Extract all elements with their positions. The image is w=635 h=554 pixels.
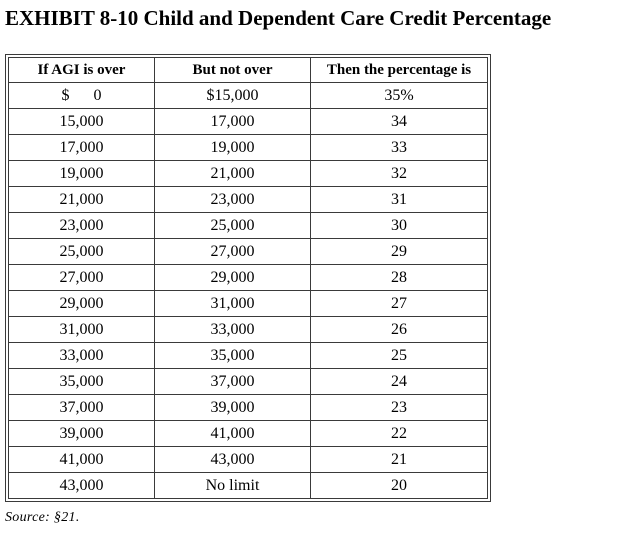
table-cell: 34 — [310, 108, 488, 136]
table-cell: 37,000 — [8, 394, 155, 422]
table-cell: 43,000 — [154, 446, 311, 474]
credit-percentage-table: If AGI is over But not over Then the perce… — [8, 57, 488, 500]
table-row: 29,000 31,000 27 — [8, 290, 488, 318]
table-cell: 33,000 — [154, 316, 311, 344]
table-cell: $ 0 — [8, 82, 155, 110]
table-cell: 43,000 — [8, 472, 155, 500]
table-row: 25,000 27,000 29 — [8, 238, 488, 266]
table-row: 33,000 35,000 25 — [8, 342, 488, 370]
table-cell: 17,000 — [154, 108, 311, 136]
table-cell: 31,000 — [154, 290, 311, 318]
table-cell: 41,000 — [154, 420, 311, 448]
header-row: If AGI is over But not over Then the perce… — [8, 57, 488, 84]
table-cell: 15,000 — [8, 108, 155, 136]
table-cell: 35,000 — [8, 368, 155, 396]
column-header: Then the percentage is — [310, 57, 488, 84]
exhibit-title: EXHIBIT 8-10 Child and Dependent Care Cr… — [5, 6, 552, 30]
table-cell: 17,000 — [8, 134, 155, 162]
table-cell: 33,000 — [8, 342, 155, 370]
column-header: But not over — [154, 57, 311, 84]
table-cell: 24 — [310, 368, 488, 396]
table-row: 19,000 21,000 32 — [8, 160, 488, 188]
table-cell: 31,000 — [8, 316, 155, 344]
table-cell: 30 — [310, 212, 488, 240]
table-cell: 22 — [310, 420, 488, 448]
table-cell: 23 — [310, 394, 488, 422]
table-cell: 39,000 — [154, 394, 311, 422]
column-header: If AGI is over — [8, 57, 155, 84]
table-row: $ 0 $15,000 35% — [8, 82, 488, 110]
table-cell: 25 — [310, 342, 488, 370]
table-cell: 41,000 — [8, 446, 155, 474]
table-cell: 23,000 — [8, 212, 155, 240]
table-cell: 21,000 — [8, 186, 155, 214]
table-cell: 19,000 — [8, 160, 155, 188]
table-cell: 29 — [310, 238, 488, 266]
table-row: 17,000 19,000 33 — [8, 134, 488, 162]
table-row: 15,000 17,000 34 — [8, 108, 488, 136]
table-header: If AGI is over But not over Then the perce… — [8, 57, 488, 84]
table-row: 43,000 No limit 20 — [8, 472, 488, 500]
table-cell: $15,000 — [154, 82, 311, 110]
table-cell: 25,000 — [8, 238, 155, 266]
table-cell: 21,000 — [154, 160, 311, 188]
table-cell: 32 — [310, 160, 488, 188]
table-cell: 23,000 — [154, 186, 311, 214]
table-cell: 27,000 — [154, 238, 311, 266]
table-row: 37,000 39,000 23 — [8, 394, 488, 422]
table-cell: 19,000 — [154, 134, 311, 162]
table-row: 41,000 43,000 21 — [8, 446, 488, 474]
table-cell: 35% — [310, 82, 488, 110]
table-outer-border: If AGI is over But not over Then the perce… — [5, 54, 491, 503]
table-cell: 33 — [310, 134, 488, 162]
table-cell: 20 — [310, 472, 488, 500]
table-cell: 35,000 — [154, 342, 311, 370]
table-row: 35,000 37,000 24 — [8, 368, 488, 396]
table-cell: 29,000 — [8, 290, 155, 318]
table-row: 39,000 41,000 22 — [8, 420, 488, 448]
table-cell: 27 — [310, 290, 488, 318]
table-cell: No limit — [154, 472, 311, 500]
exhibit-page: EXHIBIT 8-10 Child and Dependent Care Cr… — [5, 6, 552, 526]
table-cell: 39,000 — [8, 420, 155, 448]
table-row: 21,000 23,000 31 — [8, 186, 488, 214]
table-cell: 37,000 — [154, 368, 311, 396]
table-cell: 27,000 — [8, 264, 155, 292]
source-note: Source: §21. — [5, 510, 80, 526]
table-row: 23,000 25,000 30 — [8, 212, 488, 240]
table-body: $ 0 $15,000 35% 15,000 17,000 34 17,000 19,000 3… — [8, 82, 488, 500]
table-cell: 29,000 — [154, 264, 311, 292]
table-row: 31,000 33,000 26 — [8, 316, 488, 344]
table-cell: 26 — [310, 316, 488, 344]
table-cell: 28 — [310, 264, 488, 292]
table-cell: 25,000 — [154, 212, 311, 240]
table-cell: 31 — [310, 186, 488, 214]
table-row: 27,000 29,000 28 — [8, 264, 488, 292]
table-cell: 21 — [310, 446, 488, 474]
